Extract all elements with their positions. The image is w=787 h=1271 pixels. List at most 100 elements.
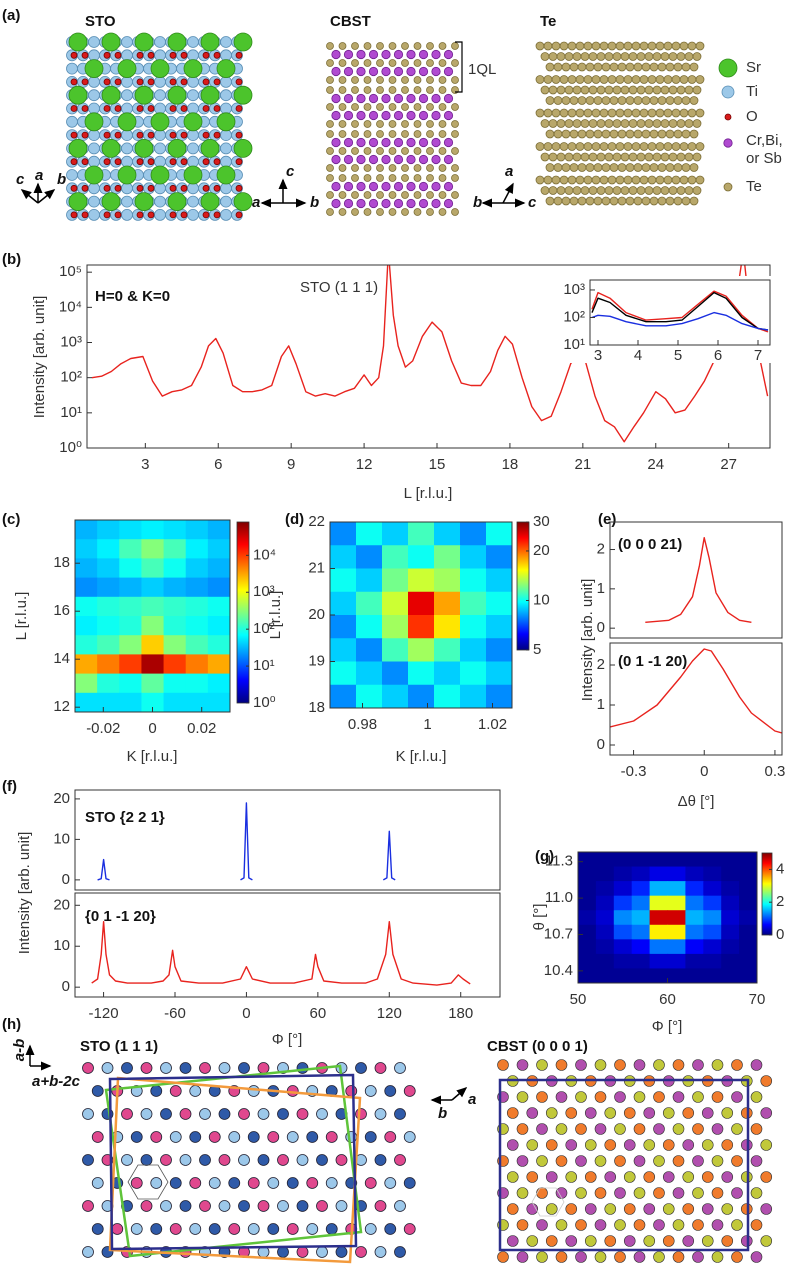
atom (681, 196, 691, 206)
lattice-site (179, 1062, 192, 1074)
atom (363, 147, 372, 155)
lattice-site (316, 1108, 328, 1120)
heat-cell (97, 520, 120, 540)
atom (564, 152, 574, 162)
lattice-site (594, 1219, 607, 1231)
x-axis-label: K [r.l.u.] (396, 748, 447, 765)
lattice-site (701, 1203, 714, 1215)
data-line (591, 311, 769, 331)
x-tick-label: 50 (570, 991, 587, 1008)
atom (623, 142, 633, 151)
legend-label: or Sb (746, 150, 782, 167)
plot-frame (589, 279, 771, 346)
atom (426, 86, 434, 94)
y-tick-label: 10³ (60, 333, 82, 350)
atom (147, 158, 155, 166)
panel-label: (b) (2, 251, 21, 268)
lattice-site (316, 1246, 328, 1258)
atom (220, 182, 232, 195)
atom (220, 89, 232, 102)
atom (551, 108, 561, 118)
lattice-site (711, 1155, 724, 1167)
atom (418, 198, 429, 209)
atom (338, 86, 347, 94)
atom (351, 76, 359, 84)
lattice-site (623, 1139, 636, 1151)
atom (633, 129, 643, 139)
atom (114, 131, 122, 139)
atom (588, 152, 598, 162)
lattice-site (545, 1171, 558, 1183)
atom (644, 85, 654, 95)
plot-frame (74, 789, 501, 891)
atom (551, 75, 561, 84)
atom (401, 76, 409, 84)
lattice-site (711, 1091, 724, 1103)
lattice-site (179, 1200, 192, 1212)
atom (443, 181, 454, 192)
atom (451, 42, 459, 50)
lattice-site (208, 1131, 221, 1143)
heat-cell (649, 939, 669, 955)
heat-cell (382, 638, 409, 663)
heat-cell (739, 866, 757, 882)
atom (665, 96, 675, 105)
atom (381, 93, 391, 104)
atom (376, 147, 384, 155)
y-tick-label: 0 (597, 736, 605, 753)
x-tick-label: 120 (377, 1005, 402, 1022)
lattice-site (403, 1223, 416, 1235)
annotation: STO {2 2 1} (85, 809, 165, 826)
lattice-site (101, 1062, 114, 1074)
heat-cell (631, 924, 651, 940)
axis-letter: b (310, 194, 319, 211)
lattice-site (160, 1062, 172, 1074)
plot-area (591, 290, 769, 333)
inset-background (562, 276, 774, 363)
lattice-site (238, 1154, 250, 1166)
atom (438, 86, 447, 94)
lattice-site (555, 1059, 568, 1071)
atom (180, 105, 188, 112)
atom (631, 175, 641, 185)
atom (187, 182, 199, 195)
atom (413, 42, 422, 50)
heat-cell (141, 539, 165, 559)
lattice-site (721, 1171, 734, 1183)
atom (70, 51, 78, 59)
atom (545, 96, 555, 105)
heat-cell (207, 539, 230, 559)
atom (117, 112, 137, 132)
atom (617, 62, 627, 72)
atom (628, 186, 638, 195)
x-tick-label: 3 (141, 456, 149, 473)
annotation: H=0 & K=0 (95, 288, 170, 305)
atom (625, 196, 635, 206)
heat-cell (703, 939, 722, 955)
atom (548, 119, 558, 128)
atom (388, 42, 397, 50)
heat-cell (486, 591, 512, 616)
atom (673, 62, 683, 72)
atom (687, 41, 697, 51)
atom (121, 129, 133, 142)
atom (81, 211, 89, 219)
atom (583, 108, 593, 118)
atom (633, 62, 643, 72)
atom (180, 184, 188, 192)
data-line (591, 290, 769, 333)
atom (154, 129, 166, 142)
axis-letter: a (35, 167, 43, 184)
atom (235, 184, 243, 192)
atom (545, 129, 555, 139)
atom (343, 198, 354, 209)
colorbar-tick-label: 4 (776, 860, 784, 877)
atom (356, 154, 366, 165)
atom (202, 105, 210, 112)
heat-cell (356, 615, 383, 639)
lattice-site (247, 1177, 260, 1189)
atom (401, 103, 409, 111)
atom (351, 42, 359, 50)
atom (88, 89, 100, 102)
lattice-site (711, 1059, 724, 1071)
